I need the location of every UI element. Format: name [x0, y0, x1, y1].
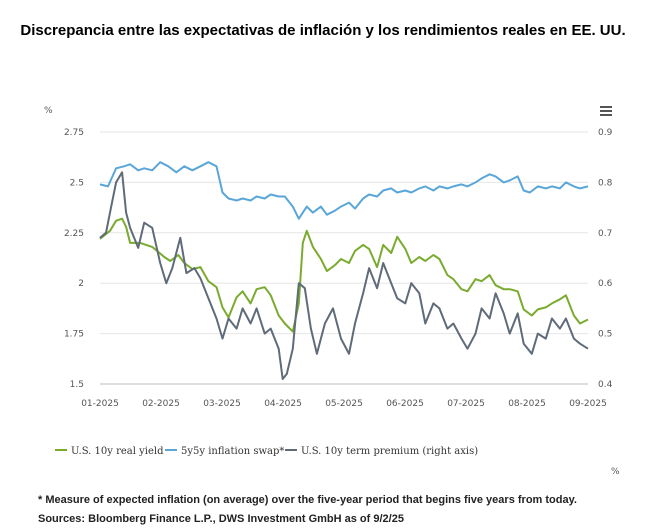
left-axis: 2.75 2.5 2.25 2 1.75 1.5 [64, 128, 84, 390]
footnote: * Measure of expected inflation (on aver… [38, 494, 577, 506]
x-tick-label: 05-2025 [325, 399, 363, 409]
series-line-1 [99, 161, 589, 220]
y-left-tick-label: 2.5 [70, 178, 84, 188]
legend-label: U.S. 10y real yield [71, 446, 164, 457]
y-right-tick-label: 0.9 [598, 128, 613, 138]
series-line-2 [99, 171, 589, 380]
x-tick-label: 08-2025 [508, 399, 546, 409]
x-tick-label: 09-2025 [569, 399, 607, 409]
x-tick-label: 02-2025 [142, 399, 180, 409]
source-note: Sources: Bloomberg Finance L.P., DWS Inv… [38, 513, 404, 525]
y-left-tick-label: 1.75 [64, 330, 84, 340]
y-left-tick-label: 2 [78, 279, 84, 289]
legend-label: 5y5y inflation swap* [181, 446, 284, 457]
page-title: Discrepancia entre las expectativas de i… [20, 22, 626, 39]
right-axis: 0.9 0.8 0.7 0.6 0.5 0.4 [598, 128, 613, 390]
y-right-tick-label: 0.7 [598, 229, 612, 239]
x-tick-label: 07-2025 [447, 399, 485, 409]
y-left-tick-label: 2.75 [64, 128, 84, 138]
legend-item[interactable]: U.S. 10y term premium (right axis) [285, 446, 478, 457]
y-right-tick-label: 0.4 [598, 380, 613, 390]
series-line-0 [99, 217, 589, 333]
bottom-right-unit: % [611, 467, 620, 477]
series-lines [99, 161, 589, 380]
y-right-tick-label: 0.6 [598, 279, 613, 289]
y-right-tick-label: 0.5 [598, 330, 612, 340]
legend: U.S. 10y real yield 5y5y inflation swap* U… [55, 446, 478, 457]
legend-item[interactable]: U.S. 10y real yield [55, 446, 164, 457]
left-axis-unit: % [44, 106, 53, 116]
chart-grid [100, 131, 588, 385]
x-tick-label: 03-2025 [203, 399, 241, 409]
y-left-tick-label: 1.5 [70, 380, 84, 390]
x-tick-label: 01-2025 [81, 399, 119, 409]
legend-item[interactable]: 5y5y inflation swap* [165, 446, 284, 457]
hamburger-menu-icon[interactable] [600, 106, 612, 116]
x-axis: 01-2025 02-2025 03-2025 04-2025 05-2025 06-20… [81, 399, 607, 409]
y-right-tick-label: 0.8 [598, 178, 613, 188]
x-tick-label: 06-2025 [386, 399, 424, 409]
legend-label: U.S. 10y term premium (right axis) [301, 446, 478, 457]
x-tick-label: 04-2025 [264, 399, 302, 409]
y-left-tick-label: 2.25 [64, 229, 84, 239]
